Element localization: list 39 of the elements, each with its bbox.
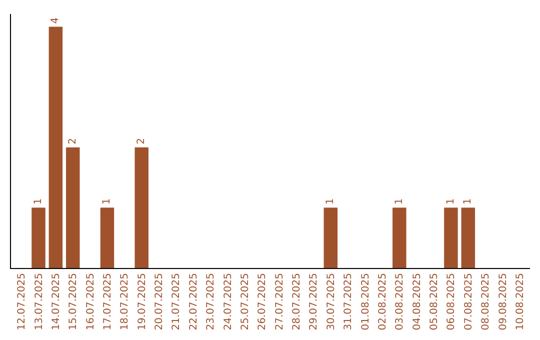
x-tick-label: 21.07.2025 xyxy=(171,273,182,330)
x-tick-label: 02.08.2025 xyxy=(377,273,388,330)
data-label: 1 xyxy=(462,198,474,205)
data-label: 1 xyxy=(32,198,44,205)
x-tick-label: 27.07.2025 xyxy=(274,273,286,330)
data-label: 1 xyxy=(445,198,456,205)
x-tick-label: 25.07.2025 xyxy=(240,273,251,330)
x-tick-label: 30.07.2025 xyxy=(326,273,337,330)
x-tick-label: 01.08.2025 xyxy=(360,273,372,330)
data-label: 1 xyxy=(102,198,113,205)
x-tick-label: 26.07.2025 xyxy=(257,273,268,330)
x-tick-label: 22.07.2025 xyxy=(188,273,200,330)
x-tick-label: 17.07.2025 xyxy=(102,273,114,330)
x-tick-label: 07.08.2025 xyxy=(463,273,474,330)
x-tick-label: 08.08.2025 xyxy=(480,273,492,330)
x-tick-label: 31.07.2025 xyxy=(343,273,354,330)
x-tick-label: 20.07.2025 xyxy=(154,273,166,330)
data-label: 2 xyxy=(67,138,78,144)
x-tick-label: 24.07.2025 xyxy=(222,273,234,330)
data-label: 1 xyxy=(394,198,405,205)
x-tick-label: 29.07.2025 xyxy=(308,273,320,330)
x-tick-label: 04.08.2025 xyxy=(412,273,423,330)
data-label: 4 xyxy=(50,17,62,24)
data-label: 2 xyxy=(136,138,148,144)
x-tick-label: 18.07.2025 xyxy=(120,273,131,330)
x-tick-label: 10.08.2025 xyxy=(514,273,526,330)
x-tick-label: 13.07.2025 xyxy=(34,273,45,330)
x-tick-label: 09.08.2025 xyxy=(498,273,509,330)
data-label: 1 xyxy=(325,198,336,205)
x-tick-label: 14.07.2025 xyxy=(50,273,62,330)
x-tick-label: 05.08.2025 xyxy=(429,273,440,330)
x-tick-label: 23.07.2025 xyxy=(206,273,217,330)
x-tick-label: 03.08.2025 xyxy=(394,273,406,330)
x-tick-label: 06.08.2025 xyxy=(446,273,458,330)
x-tick-label: 19.07.2025 xyxy=(136,273,148,330)
x-tick-label: 15.07.2025 xyxy=(68,273,80,330)
x-tick-label: 12.07.2025 xyxy=(16,273,28,330)
x-tick-label: 16.07.2025 xyxy=(85,273,96,330)
x-tick-label: 28.07.2025 xyxy=(292,273,303,330)
